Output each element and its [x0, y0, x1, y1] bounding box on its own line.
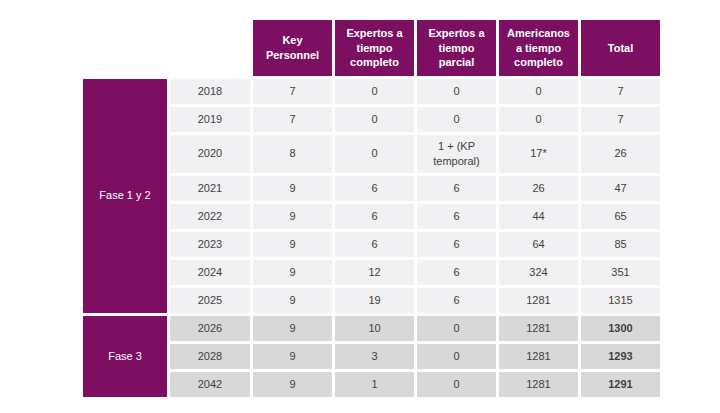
data-cell: 1281: [499, 372, 578, 397]
table-row: 2024 9 12 6 324 351: [83, 260, 660, 285]
data-cell: 44: [499, 204, 578, 229]
column-header-total: Total: [581, 20, 660, 76]
data-cell: 6: [335, 204, 414, 229]
total-cell: 7: [581, 107, 660, 132]
header-row: Key Personnel Expertos a tiempo completo…: [83, 20, 660, 76]
column-header-expertos-parcial: Expertos a tiempo parcial: [417, 20, 496, 76]
data-cell: 7: [253, 107, 332, 132]
data-cell: 0: [335, 79, 414, 104]
staffing-table: Key Personnel Expertos a tiempo completo…: [80, 17, 663, 400]
data-cell: 1281: [499, 288, 578, 313]
data-cell: 64: [499, 232, 578, 257]
year-cell: 2028: [170, 344, 250, 369]
year-cell: 2024: [170, 260, 250, 285]
table-row: 2020 8 0 1 + (KP temporal) 17* 26: [83, 135, 660, 173]
data-cell: 0: [417, 107, 496, 132]
data-cell: 7: [253, 79, 332, 104]
phase-cell-fase-1-2: Fase 1 y 2: [83, 79, 167, 313]
year-cell: 2042: [170, 372, 250, 397]
total-cell: 1300: [581, 316, 660, 341]
data-cell: 6: [417, 176, 496, 201]
data-cell: 1 + (KP temporal): [417, 135, 496, 173]
year-cell: 2021: [170, 176, 250, 201]
total-cell: 85: [581, 232, 660, 257]
data-cell: 1281: [499, 344, 578, 369]
year-cell: 2022: [170, 204, 250, 229]
data-cell: 0: [417, 79, 496, 104]
table-row: 2028 9 3 0 1281 1293: [83, 344, 660, 369]
data-cell: 6: [335, 176, 414, 201]
data-cell: 17*: [499, 135, 578, 173]
table-row: 2042 9 1 0 1281 1291: [83, 372, 660, 397]
year-cell: 2023: [170, 232, 250, 257]
total-cell: 26: [581, 135, 660, 173]
table-row: 2021 9 6 6 26 47: [83, 176, 660, 201]
slide-canvas: Key Personnel Expertos a tiempo completo…: [0, 0, 720, 413]
data-cell: 0: [335, 135, 414, 173]
data-cell: 324: [499, 260, 578, 285]
year-cell: 2018: [170, 79, 250, 104]
data-cell: 0: [499, 107, 578, 132]
data-cell: 6: [417, 260, 496, 285]
total-cell: 1291: [581, 372, 660, 397]
year-cell: 2019: [170, 107, 250, 132]
table-header: Key Personnel Expertos a tiempo completo…: [83, 20, 660, 76]
data-cell: 19: [335, 288, 414, 313]
header-spacer-phase: [83, 20, 167, 76]
table-row: Fase 1 y 2 2018 7 0 0 0 7: [83, 79, 660, 104]
data-cell: 10: [335, 316, 414, 341]
table-row: Fase 3 2026 9 10 0 1281 1300: [83, 316, 660, 341]
data-cell: 0: [417, 344, 496, 369]
data-cell: 0: [499, 79, 578, 104]
year-cell: 2025: [170, 288, 250, 313]
table-row: 2022 9 6 6 44 65: [83, 204, 660, 229]
data-cell: 6: [417, 288, 496, 313]
data-cell: 6: [335, 232, 414, 257]
table-row: 2025 9 19 6 1281 1315: [83, 288, 660, 313]
year-cell: 2020: [170, 135, 250, 173]
column-header-expertos-completo: Expertos a tiempo completo: [335, 20, 414, 76]
year-cell: 2026: [170, 316, 250, 341]
data-cell: 12: [335, 260, 414, 285]
total-cell: 47: [581, 176, 660, 201]
column-header-key-personnel: Key Personnel: [253, 20, 332, 76]
data-cell: 0: [417, 372, 496, 397]
table-body: Fase 1 y 2 2018 7 0 0 0 7 2019 7 0 0 0 7…: [83, 79, 660, 397]
data-cell: 6: [417, 232, 496, 257]
data-cell: 9: [253, 260, 332, 285]
total-cell: 7: [581, 79, 660, 104]
header-spacer-year: [170, 20, 250, 76]
data-cell: 0: [335, 107, 414, 132]
total-cell: 65: [581, 204, 660, 229]
table-row: 2023 9 6 6 64 85: [83, 232, 660, 257]
data-cell: 9: [253, 344, 332, 369]
total-cell: 351: [581, 260, 660, 285]
data-cell: 8: [253, 135, 332, 173]
data-cell: 9: [253, 372, 332, 397]
total-cell: 1315: [581, 288, 660, 313]
data-cell: 9: [253, 316, 332, 341]
column-header-americanos-completo: Americanos a tiempo completo: [499, 20, 578, 76]
data-cell: 1281: [499, 316, 578, 341]
data-cell: 26: [499, 176, 578, 201]
total-cell: 1293: [581, 344, 660, 369]
data-cell: 9: [253, 204, 332, 229]
data-cell: 9: [253, 232, 332, 257]
phase-cell-fase-3: Fase 3: [83, 316, 167, 397]
data-cell: 9: [253, 288, 332, 313]
table-row: 2019 7 0 0 0 7: [83, 107, 660, 132]
data-cell: 9: [253, 176, 332, 201]
data-cell: 1: [335, 372, 414, 397]
data-cell: 0: [417, 316, 496, 341]
data-cell: 3: [335, 344, 414, 369]
data-cell: 6: [417, 204, 496, 229]
